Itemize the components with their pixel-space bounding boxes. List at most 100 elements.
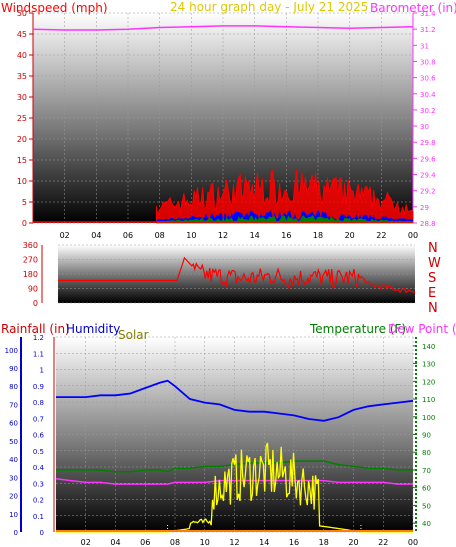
rainfall-tick-label: 0.8: [33, 399, 44, 407]
rainfall-axis-label: Rainfall (in): [1, 322, 70, 336]
x-tick-label: 04: [110, 538, 120, 547]
rainfall-tick-label: 0.1: [33, 513, 44, 521]
barometer-tick-label: 28.8: [420, 220, 436, 228]
temperature-tick-label: 70: [422, 467, 431, 475]
direction-tick-label: 180: [23, 270, 38, 279]
x-tick-label: 06: [123, 231, 133, 240]
x-tick-label: 14: [250, 231, 260, 240]
rainfall-tick-label: 1: [40, 367, 44, 375]
temperature-tick-label: 110: [422, 396, 435, 404]
humidity-tick-label: 70: [9, 401, 18, 409]
rainfall-tick-label: 0: [40, 529, 44, 537]
humidity-axis-label: Humidity: [66, 322, 120, 336]
barometer-tick-label: 31: [420, 42, 429, 50]
windspeed-tick-label: 30: [17, 93, 27, 102]
temperature-tick-label: 140: [422, 343, 435, 351]
x-tick-label: 00: [408, 231, 418, 240]
windspeed-tick-label: 20: [17, 135, 27, 144]
barometer-tick-label: 29: [420, 204, 429, 212]
x-tick-label: 22: [376, 231, 386, 240]
windspeed-tick-label: 40: [17, 51, 27, 60]
rainfall-tick-label: 0.7: [33, 415, 44, 423]
rainfall-tick-label: 0.6: [33, 432, 45, 440]
rainfall-tick-label: 0.9: [33, 383, 44, 391]
compass-label: E: [428, 286, 436, 301]
rainfall-tick-label: 0.5: [33, 448, 44, 456]
x-tick-label: 08: [170, 538, 180, 547]
x-tick-label: 22: [378, 538, 388, 547]
direction-tick-label: 0: [33, 299, 38, 308]
x-tick-label: 10: [200, 538, 210, 547]
x-tick-label: 20: [345, 231, 355, 240]
compass-label: W: [428, 256, 441, 271]
direction-tick-label: 360: [23, 241, 38, 250]
windspeed-tick-label: 25: [17, 114, 27, 123]
direction-tick-label: 90: [28, 285, 38, 294]
x-tick-label: 10: [186, 231, 196, 240]
temperature-tick-label: 100: [422, 414, 435, 422]
rainfall-tick-label: 1.1: [33, 350, 44, 358]
x-tick-label: 02: [81, 538, 91, 547]
windspeed-tick-label: 5: [22, 198, 27, 207]
x-tick-label: 04: [91, 231, 101, 240]
rainfall-tick-label: 0.2: [33, 497, 44, 505]
barometer-axis-label: Barometer (in): [370, 1, 456, 15]
barometer-tick-label: 30.6: [420, 75, 436, 83]
barometer-tick-label: 30.8: [420, 58, 436, 66]
windspeed-axis-label: Windspeed (mph): [1, 1, 108, 15]
x-tick-label: 20: [348, 538, 358, 547]
barometer-tick-label: 29.2: [420, 188, 436, 196]
temperature-tick-label: 130: [422, 361, 435, 369]
compass-label: N: [428, 241, 438, 256]
x-tick-label: 16: [281, 231, 291, 240]
rainfall-tick-label: 0.3: [33, 480, 44, 488]
graph-title: 24 hour graph day - July 21 2025: [170, 0, 368, 14]
barometer-line: [32, 25, 414, 31]
humidity-tick-label: 40: [9, 456, 18, 464]
humidity-tick-label: 90: [9, 365, 18, 373]
barometer-tick-label: 29.8: [420, 139, 436, 147]
humidity-tick-label: 80: [9, 383, 18, 391]
barometer-tick-label: 29.6: [420, 155, 436, 163]
dew-point-axis-label: Dew Point (F): [388, 322, 456, 336]
temperature-tick-label: 120: [422, 378, 435, 386]
x-tick-label: 08: [155, 231, 165, 240]
windspeed-tick-label: 50: [17, 9, 27, 18]
humidity-tick-label: 100: [5, 347, 18, 355]
windspeed-gust-area: [156, 168, 414, 224]
humidity-tick-label: 50: [9, 438, 18, 446]
x-tick-label: 12: [229, 538, 239, 547]
compass-label: S: [428, 271, 436, 286]
temperature-tick-label: 40: [422, 520, 431, 528]
windspeed-tick-label: 35: [17, 72, 27, 81]
x-tick-label: 00: [408, 538, 418, 547]
barometer-tick-label: 31.2: [420, 26, 436, 34]
windspeed-low-area: [156, 215, 413, 223]
x-tick-label: 06: [140, 538, 150, 547]
temperature-tick-label: 90: [422, 432, 431, 440]
temperature-tick-label: 80: [422, 449, 431, 457]
x-tick-label: 16: [289, 538, 299, 547]
barometer-tick-label: 30: [420, 123, 429, 131]
temperature-line: [56, 460, 413, 473]
windspeed-tick-label: 15: [17, 156, 27, 165]
barometer-tick-label: 30.2: [420, 107, 436, 115]
temperature-tick-label: 60: [422, 485, 431, 493]
windspeed-tick-label: 10: [17, 177, 27, 186]
x-tick-label: 02: [60, 231, 70, 240]
x-tick-label: 14: [259, 538, 269, 547]
x-tick-label: 18: [319, 538, 329, 547]
compass-label: N: [428, 301, 438, 316]
windspeed-tick-label: 0: [22, 219, 27, 228]
x-tick-label: 18: [313, 231, 323, 240]
humidity-line: [56, 379, 414, 422]
temperature-tick-label: 50: [422, 502, 431, 510]
humidity-tick-label: 60: [9, 420, 18, 428]
rainfall-tick-label: 1.2: [33, 334, 44, 342]
solar-axis-label: Solar: [118, 328, 149, 342]
barometer-tick-label: 31.4: [420, 10, 436, 18]
humidity-tick-label: 0: [14, 529, 18, 537]
rainfall-tick-label: 0.4: [33, 464, 45, 472]
x-tick-label: 12: [218, 231, 228, 240]
